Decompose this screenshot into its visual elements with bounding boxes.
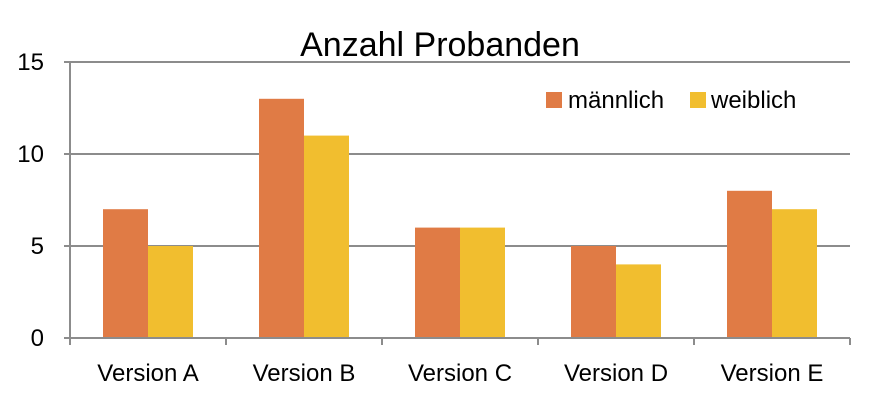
bar-weiblich-version-b <box>304 135 349 338</box>
legend-swatch-männlich <box>546 92 562 108</box>
bar-männlich-version-a <box>103 209 148 338</box>
legend: männlich weiblich <box>546 87 796 114</box>
bar-weiblich-version-e <box>772 209 817 338</box>
bar-männlich-version-e <box>727 190 772 338</box>
bar-männlich-version-b <box>259 98 304 338</box>
y-tick-label: 0 <box>31 325 44 352</box>
y-tick-label: 5 <box>31 233 44 260</box>
y-tick-label: 10 <box>17 141 44 168</box>
y-tick-label: 15 <box>17 49 44 76</box>
bar-weiblich-version-d <box>616 264 661 338</box>
bar-männlich-version-d <box>571 246 616 338</box>
legend-label-männlich: männlich <box>568 87 664 114</box>
x-tick-label: Version D <box>564 360 668 387</box>
bar-weiblich-version-a <box>148 246 193 338</box>
bar-weiblich-version-c <box>460 227 505 338</box>
chart-title: Anzahl Probanden <box>300 26 580 64</box>
legend-label-weiblich: weiblich <box>710 87 796 114</box>
legend-swatch-weiblich <box>690 92 706 108</box>
x-tick-label: Version C <box>408 360 512 387</box>
x-tick-label: Version A <box>97 360 198 387</box>
x-tick-label: Version E <box>721 360 824 387</box>
bar-männlich-version-c <box>415 227 460 338</box>
axes: 0 5 10 15 Version A Version B Version C Version… <box>17 49 851 387</box>
x-tick-label: Version B <box>253 360 356 387</box>
bars <box>103 98 817 338</box>
